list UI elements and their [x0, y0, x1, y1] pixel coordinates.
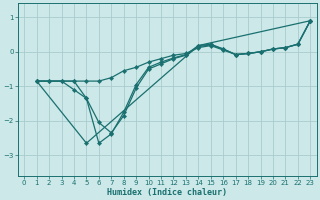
X-axis label: Humidex (Indice chaleur): Humidex (Indice chaleur): [107, 188, 227, 197]
